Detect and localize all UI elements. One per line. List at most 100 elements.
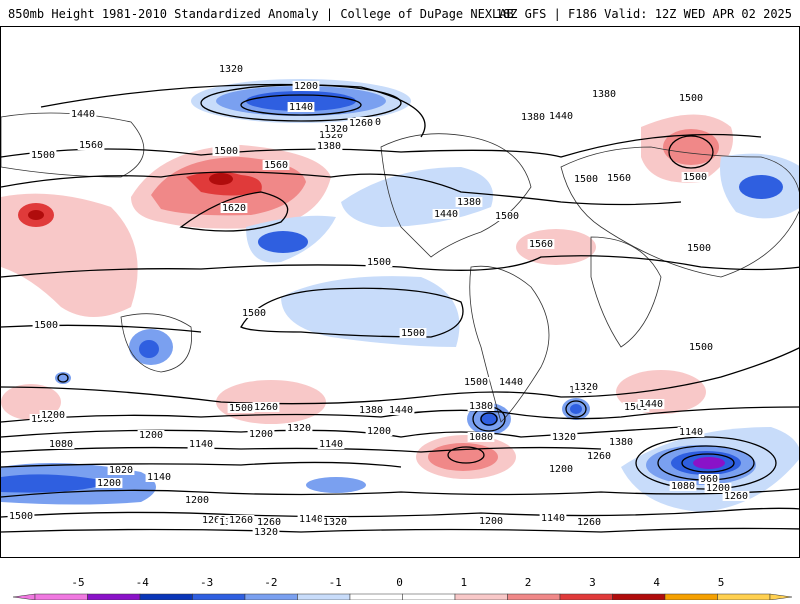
contour-label-bg xyxy=(252,527,280,537)
colorbar-tick-label: 5 xyxy=(718,576,725,589)
contour-label: 1560 xyxy=(264,160,288,171)
contour-label-bg xyxy=(519,112,547,122)
contour-label: 1500 xyxy=(34,320,58,331)
contour-label: 1320 xyxy=(287,423,311,434)
contour-label: 1440 xyxy=(549,111,573,122)
contour-label: 1200 xyxy=(367,426,391,437)
contour-label-bg xyxy=(107,465,135,475)
colorbar-segment xyxy=(244,593,298,601)
contour-label: 1320 xyxy=(254,527,278,538)
contour-label: 1260 xyxy=(349,118,373,129)
contour-label-bg xyxy=(220,203,248,213)
contour-label-bg xyxy=(432,209,460,219)
contour-label: 1440 xyxy=(434,209,458,220)
colorbar-tick-label: 3 xyxy=(589,576,596,589)
contour-label-bg xyxy=(698,474,720,484)
contour-label-bg xyxy=(321,517,349,527)
colorbar-segment xyxy=(507,593,561,601)
contour-label-bg xyxy=(605,173,633,183)
contour-label-bg xyxy=(467,401,495,411)
contour-label: 1500 xyxy=(683,172,707,183)
colorbar-tick-label: 1 xyxy=(460,576,467,589)
contour-label: 1500 xyxy=(689,342,713,353)
contour-label: 1320 xyxy=(324,124,348,135)
contour-label: 1500 xyxy=(495,211,519,222)
contour-label-bg xyxy=(69,109,97,119)
contour-label-bg xyxy=(681,172,709,182)
contour-label: 1320 xyxy=(319,130,343,141)
contour-label-bg xyxy=(585,451,613,461)
colorbar-tick-label: -4 xyxy=(136,576,150,589)
colorbar-segment xyxy=(139,593,193,601)
contour-label: 1500 xyxy=(242,308,266,319)
colorbar-segment xyxy=(34,593,88,601)
colorbar-tick-label: 0 xyxy=(396,576,403,589)
colorbar-tick-label: -3 xyxy=(200,576,213,589)
contour-label-bg xyxy=(547,111,575,121)
contour-label-bg xyxy=(187,439,215,449)
contour-label-bg xyxy=(607,437,635,447)
contour-label: 1200 xyxy=(479,516,503,527)
contour-label-bg xyxy=(365,426,393,436)
contour-label-bg xyxy=(677,93,705,103)
contour-label: 1140 xyxy=(147,472,171,483)
contour-label: 1500 xyxy=(464,377,488,388)
contour-label: 1200 xyxy=(97,478,121,489)
contour-label-bg xyxy=(227,403,255,413)
contour-label-bg xyxy=(317,439,345,449)
contour-label: 1200 xyxy=(706,483,730,494)
colorbar-segment xyxy=(297,593,351,601)
map-title: 850mb Height 1981-2010 Standardized Anom… xyxy=(8,7,514,21)
contour-label: 1500 xyxy=(367,257,391,268)
contour-label-bg xyxy=(572,382,600,392)
contour-label-bg xyxy=(550,432,578,442)
contour-label-bg xyxy=(145,472,173,482)
contour-label: 1140 xyxy=(189,439,213,450)
contour-label: 1560 xyxy=(624,402,648,413)
contour-label-bg xyxy=(477,516,505,526)
contour-label-bg xyxy=(212,146,240,156)
contour-label-bg xyxy=(227,515,255,525)
anomaly-map: 1320120011401260138014401320138015001560… xyxy=(0,26,800,558)
contour-label: 1560 xyxy=(607,173,631,184)
colorbar-tick-label: 4 xyxy=(653,576,660,589)
colorbar-segment xyxy=(402,593,456,601)
contour-label: 1140 xyxy=(679,427,703,438)
contour-label: 1620 xyxy=(222,203,246,214)
contour-label: 1500 xyxy=(687,243,711,254)
contour-label-bg xyxy=(455,197,483,207)
contour-label-layer: 1320120011401260138014401320138015001560… xyxy=(7,64,750,538)
contour-label-bg xyxy=(669,481,697,491)
contour-label: 1260 xyxy=(577,517,601,528)
contour-label-bg xyxy=(622,402,650,412)
contour-label: 960 xyxy=(700,474,718,485)
colorbar-tick-label: -5 xyxy=(71,576,84,589)
contour-label-bg xyxy=(677,427,705,437)
contour-label-bg xyxy=(262,160,290,170)
contour-label: 1500 xyxy=(229,403,253,414)
contour-label: 1380 xyxy=(592,89,616,100)
contour-label-bg xyxy=(687,342,715,352)
contour-label: 1440 xyxy=(639,399,663,410)
contour-label: 1320 xyxy=(552,432,576,443)
contour-label: 1200 xyxy=(294,81,318,92)
contour-label-bg xyxy=(7,511,35,521)
contour-label-bg xyxy=(637,399,665,409)
contour-label-bg xyxy=(493,211,521,221)
contour-label: 1500 xyxy=(31,150,55,161)
contour-label: 1260 xyxy=(257,517,281,528)
contour-label-bg xyxy=(285,423,313,433)
contour-label-bg xyxy=(315,141,343,151)
contour-label: 1020 xyxy=(109,465,133,476)
contour-label: 1200 xyxy=(139,430,163,441)
contour-label-bg xyxy=(240,308,268,318)
contour-label: 1440 xyxy=(71,109,95,120)
contour-label: 1080 xyxy=(49,439,73,450)
map-canvas: 1320120011401260138014401320138015001560… xyxy=(1,64,799,538)
contour-label: 1260 xyxy=(254,402,278,413)
contour-label-bg xyxy=(539,513,567,523)
contour-label: 1080 xyxy=(671,481,695,492)
contour-label-bg xyxy=(322,124,350,134)
contour-label: 1200 xyxy=(549,464,573,475)
contour-label-bg xyxy=(704,483,732,493)
